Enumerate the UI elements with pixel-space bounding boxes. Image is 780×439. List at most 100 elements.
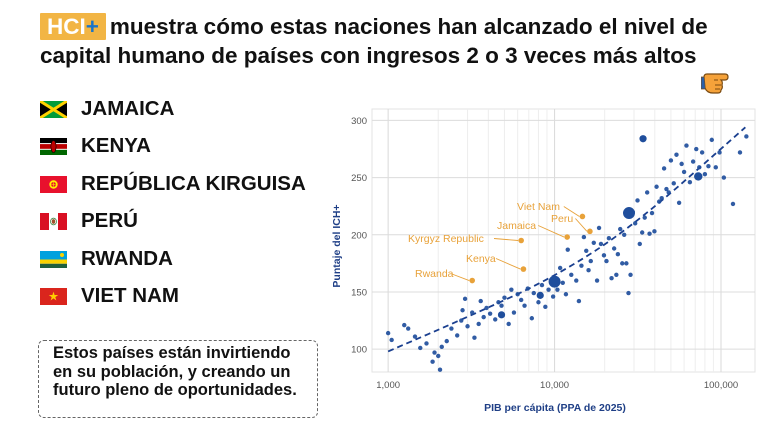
country-jamaica: JAMAICA [40, 96, 174, 122]
data-point [536, 300, 541, 305]
data-point [694, 146, 699, 152]
data-point [664, 186, 669, 192]
country-name: JAMAICA [81, 97, 175, 120]
data-point [439, 344, 444, 350]
data-point [509, 287, 514, 292]
data-point [671, 181, 676, 186]
data-point [531, 290, 536, 296]
country-name: REPÚBLICA KIRGUISA [81, 172, 306, 195]
data-point-large [497, 311, 506, 319]
data-point [449, 326, 454, 331]
highlighted-point [469, 277, 476, 284]
chart-points [385, 126, 749, 372]
data-point [609, 276, 614, 281]
data-point [637, 241, 642, 247]
label-leader-line [495, 258, 521, 270]
data-point [666, 190, 671, 195]
data-point [472, 335, 477, 340]
hci-badge-main: HCI [47, 14, 86, 39]
data-point [588, 258, 593, 264]
country-name: KENYA [81, 134, 151, 157]
label-leader-line [538, 225, 565, 238]
data-point [668, 158, 674, 163]
y-tick-label: 250 [351, 173, 367, 184]
y-tick-label: 300 [351, 116, 367, 127]
data-point [614, 272, 619, 278]
chart-axes: 100 150 200 250 300 1,000 10,000 100,000 [351, 116, 738, 391]
point-label: Kyrgyz Republic [408, 233, 484, 245]
data-point [635, 198, 640, 203]
data-point [706, 163, 711, 169]
data-point [499, 303, 504, 308]
x-axis-label: PIB per cápita (PPA de 2025) [484, 402, 626, 414]
data-point [737, 150, 743, 155]
data-point [502, 295, 507, 300]
label-leader-line [450, 273, 470, 281]
data-point [424, 341, 429, 346]
data-point [418, 345, 423, 351]
data-point-large [623, 207, 636, 220]
data-point [687, 179, 693, 185]
point-label: Peru [551, 213, 573, 225]
data-point-large [536, 291, 544, 299]
label-leader-line [563, 206, 580, 217]
data-point [730, 201, 736, 207]
data-point [484, 305, 489, 311]
data-point [713, 165, 718, 170]
data-point [412, 334, 418, 339]
data-point [611, 246, 617, 251]
country-kyrgyz-republic: REPÚBLICA KIRGUISA [40, 171, 306, 197]
data-point [644, 190, 650, 195]
callout-text: Estos países están invirtiendo en su pob… [53, 344, 297, 399]
data-point [459, 318, 464, 323]
data-point [661, 166, 667, 171]
data-point [717, 150, 722, 155]
hci-badge: HCI+ [40, 13, 106, 40]
data-point [674, 152, 679, 157]
data-point [606, 236, 612, 241]
data-point [699, 150, 705, 155]
data-point [679, 161, 684, 167]
peru-flag-icon [40, 212, 67, 230]
point-label: Rwanda [415, 268, 454, 280]
data-point [462, 296, 468, 302]
data-point [543, 304, 548, 310]
data-point [709, 137, 714, 143]
data-point [550, 294, 556, 299]
label-leader-line [575, 218, 588, 232]
data-point [563, 292, 569, 297]
data-point [620, 261, 625, 266]
data-point [624, 261, 629, 266]
data-point [525, 286, 530, 291]
country-peru: PERÚ [40, 208, 138, 234]
data-point [654, 184, 659, 189]
highlighted-point [518, 237, 524, 244]
data-point [647, 231, 652, 236]
data-point [518, 297, 524, 303]
pointing-hand-icon [701, 73, 729, 94]
highlighted-point [520, 266, 527, 272]
data-point [681, 169, 687, 175]
data-point [581, 234, 587, 240]
data-point [639, 230, 645, 235]
chart-grid [371, 108, 756, 373]
country-viet-nam: VIET NAM [40, 283, 179, 309]
x-tick-label: 100,000 [704, 380, 738, 391]
y-tick-label: 200 [351, 230, 367, 241]
headline-text: muestra cómo estas naciones han alcanzad… [40, 14, 708, 68]
hci-badge-plus: + [85, 14, 99, 39]
data-point [642, 215, 647, 220]
data-point [496, 300, 501, 305]
kenya-flag-icon [40, 137, 67, 155]
country-name: PERÚ [81, 209, 138, 232]
data-point [649, 210, 655, 216]
country-name: RWANDA [81, 247, 173, 270]
jamaica-flag-icon [40, 100, 67, 118]
data-point [522, 303, 527, 308]
data-point [444, 338, 449, 344]
data-point [565, 247, 570, 252]
country-kenya: KENYA [40, 133, 151, 159]
point-label: Jamaica [497, 220, 536, 232]
point-label: Kenya [466, 253, 496, 265]
